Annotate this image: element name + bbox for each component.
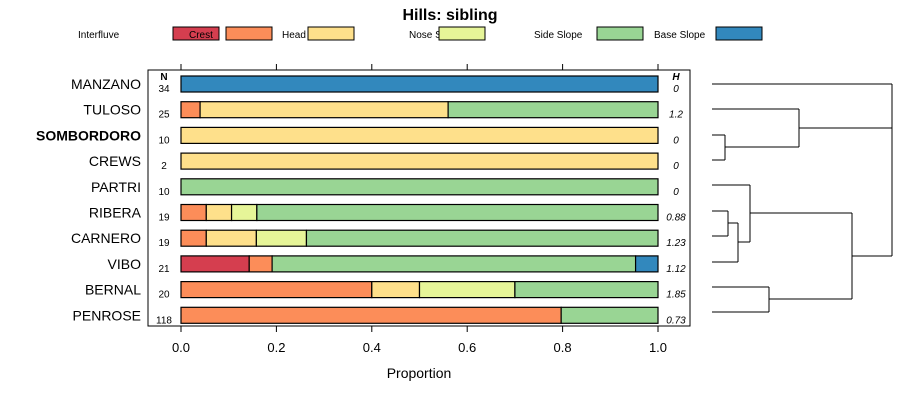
bar-segment [230, 203, 258, 222]
row-h-value: 0 [673, 161, 679, 172]
row-h-value: 1.23 [666, 238, 686, 249]
plot-frame [147, 69, 691, 327]
row-label: RIBERA [89, 205, 142, 221]
row-label: BERNAL [85, 282, 141, 298]
dendrogram [712, 83, 893, 313]
bar-segment [180, 126, 659, 145]
row-n-value: 19 [158, 213, 170, 224]
legend-label: Nose Slope [409, 30, 461, 41]
x-tick-label: 0.0 [172, 340, 190, 355]
x-axis: 0.0 0.2 0.4 0.6 0.8 1.0 [172, 64, 667, 355]
bar-segment [180, 203, 207, 222]
bar-segment [371, 281, 421, 299]
row-h-value: 0.88 [666, 213, 686, 224]
row-n-value: 21 [158, 264, 170, 275]
bar-segment [180, 178, 659, 196]
row-label: PENROSE [73, 307, 141, 323]
h-column-header: H [672, 72, 680, 83]
row-h-value: 0.73 [666, 315, 686, 326]
row-n-value: 10 [158, 187, 170, 198]
bar-segment [255, 229, 308, 247]
x-tick-label: 0.4 [363, 340, 381, 355]
bar-segment [180, 75, 659, 93]
bar-segment [180, 255, 250, 273]
row-label: TULOSO [83, 102, 141, 118]
row-n-value: 10 [158, 135, 170, 146]
bar-segment [205, 229, 257, 247]
bar-segment [248, 255, 273, 273]
bar-segment [634, 255, 659, 273]
row-n-value: 25 [158, 110, 170, 121]
row-label: SOMBORDORO [36, 127, 141, 143]
x-tick-label: 1.0 [649, 340, 667, 355]
row-label: MANZANO [71, 76, 141, 92]
bar-segment [180, 281, 373, 299]
row-n-value: 20 [158, 290, 170, 301]
legend-swatch [715, 26, 763, 41]
chart-title: Hills: sibling [402, 7, 497, 24]
row-h-value: 1.2 [669, 110, 683, 121]
legend-swatch [307, 26, 355, 41]
row-h-value: 1.85 [666, 290, 686, 301]
bar-segment [514, 281, 659, 299]
bar-segment [180, 306, 562, 324]
row-n-value: 2 [161, 161, 167, 172]
bar-segment [180, 229, 207, 247]
row-h-value: 0 [673, 187, 679, 198]
row-h-value: 0 [673, 84, 679, 95]
legend-label: Interfluve [78, 30, 120, 41]
legend-label: Side Slope [534, 30, 583, 41]
row-n-value: 118 [156, 315, 172, 326]
row-h-value: 1.12 [666, 264, 686, 275]
bar-segment [560, 306, 659, 324]
x-axis-title: Proportion [387, 365, 452, 381]
legend-swatch [225, 26, 273, 41]
row-h-value: 0 [673, 135, 679, 146]
bar-rows: MANZANO 34 0 TULOSO 25 1.2 SOMBORDORO 10 0 CREWS 2… [36, 75, 686, 326]
row-n-value: 34 [158, 84, 170, 95]
row-label: PARTRI [91, 179, 141, 195]
bar-segment [199, 101, 449, 119]
legend-swatch [596, 26, 644, 41]
row-n-value: 19 [158, 238, 170, 249]
legend-label: Base Slope [654, 30, 706, 41]
bar-segment [180, 101, 201, 119]
bar-segment [256, 203, 659, 222]
bar-segment [447, 101, 659, 119]
n-column-header: N [160, 72, 167, 83]
bar-segment [180, 152, 659, 170]
bar-segment [271, 255, 637, 273]
x-tick-label: 0.6 [458, 340, 476, 355]
x-tick-label: 0.8 [554, 340, 572, 355]
row-label: CARNERO [71, 230, 141, 246]
bar-segment [205, 203, 233, 222]
legend-swatch [172, 26, 220, 41]
row-label: VIBO [108, 256, 142, 272]
x-tick-label: 0.2 [267, 340, 285, 355]
bar-segment [305, 229, 659, 247]
row-label: CREWS [89, 153, 141, 169]
legend-swatch [438, 26, 486, 41]
legend-label: Crest [189, 30, 213, 41]
bar-segment [418, 281, 516, 299]
